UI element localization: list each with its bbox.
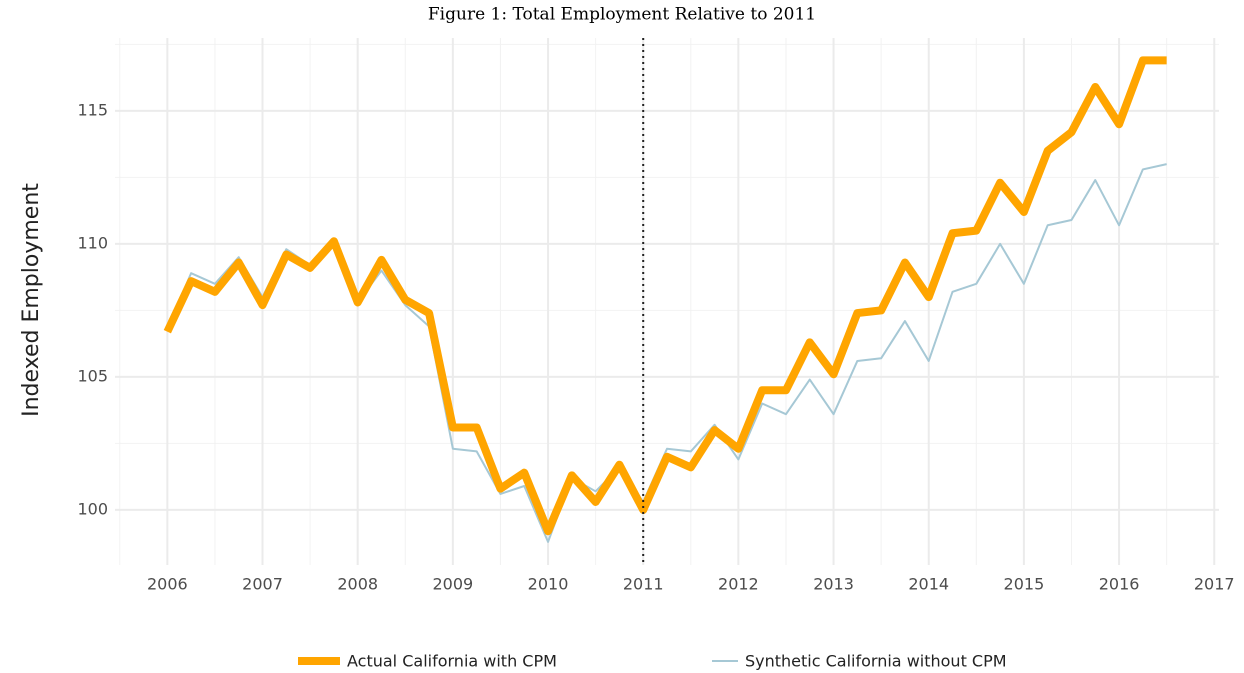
x-tick-label: 2010 [528,575,569,594]
x-tick-label: 2009 [433,575,474,594]
x-tick-label: 2017 [1194,575,1235,594]
legend-label: Synthetic California without CPM [745,652,1007,671]
chart-title: Figure 1: Total Employment Relative to 2… [428,5,816,25]
series-line [166,163,1167,543]
x-tick-label: 2012 [718,575,759,594]
x-tick-label: 2013 [813,575,854,594]
x-tick-label: 2011 [623,575,664,594]
y-tick-label: 100 [77,499,108,518]
x-tick-label: 2015 [1004,575,1045,594]
legend-label: Actual California with CPM [347,652,557,671]
y-axis-label: Indexed Employment [19,183,44,417]
x-tick-label: 2016 [1099,575,1140,594]
y-tick-label: 110 [77,233,108,252]
y-tick-label: 115 [77,100,108,119]
y-tick-label: 105 [77,366,108,385]
series-line [163,56,1167,536]
x-tick-label: 2008 [337,575,378,594]
x-tick-label: 2014 [908,575,949,594]
x-tick-label: 2006 [147,575,188,594]
x-tick-label: 2007 [242,575,283,594]
